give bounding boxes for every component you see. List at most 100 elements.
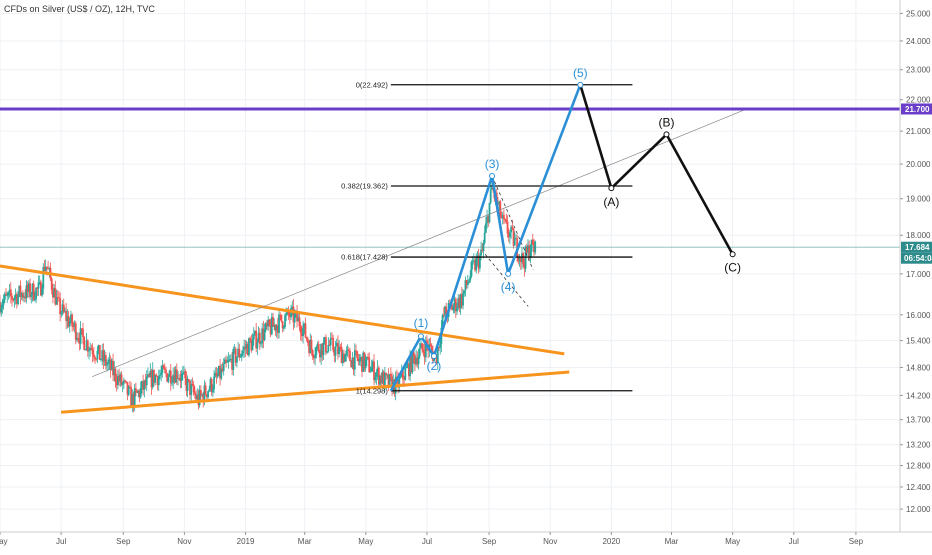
candle-body [147, 374, 149, 377]
candle-body [185, 378, 188, 391]
date-tick-label: Nov [543, 537, 557, 546]
candle-body [332, 338, 335, 351]
candle-body [46, 266, 48, 269]
candle-body [346, 349, 349, 351]
candle-body [391, 376, 393, 392]
candle-body [177, 377, 179, 379]
candle-body [337, 342, 339, 355]
candle-body [76, 337, 78, 340]
candle-body [157, 376, 160, 386]
candle-body [466, 282, 469, 286]
candle-body [120, 374, 123, 385]
price-tick-label: 22.000 [906, 96, 931, 105]
candle-body [489, 189, 492, 203]
candle-body [423, 351, 426, 358]
price-tick-label: 14.800 [906, 363, 931, 372]
candle-body [382, 372, 385, 387]
candle-body [171, 382, 173, 384]
candle-body [85, 340, 88, 350]
candle-body [21, 293, 24, 298]
candle-body [389, 374, 392, 377]
candle-body [404, 368, 407, 380]
wave-point [489, 173, 496, 180]
candle-body [303, 323, 306, 328]
candle-body [233, 348, 236, 350]
candle-body [161, 365, 164, 373]
candle-body [115, 381, 118, 385]
candle-body [519, 257, 522, 262]
trendline [92, 108, 747, 377]
candle-body [415, 357, 418, 365]
candle-body [163, 368, 166, 370]
candle-body [213, 376, 215, 390]
candle-body [223, 359, 226, 364]
candle-body [264, 323, 267, 330]
candle-body [221, 368, 224, 371]
candle-body [518, 257, 521, 262]
candle-body [288, 315, 291, 318]
candle-body [12, 299, 15, 301]
candle-body [284, 315, 286, 327]
candle-body [240, 353, 243, 357]
candle-body [20, 293, 23, 297]
candle-body [37, 282, 40, 289]
candle-body [258, 332, 261, 344]
candle-body [149, 370, 152, 377]
candle-body [379, 375, 381, 385]
candle-body [96, 350, 99, 360]
candle-body [510, 226, 513, 233]
grid [0, 0, 900, 532]
candle-body [397, 377, 399, 388]
candle-body [339, 346, 342, 348]
candle-body [409, 354, 412, 377]
candle-body [401, 370, 404, 379]
resistance-price-badge: 21.700 [905, 105, 930, 114]
candle-body [67, 316, 70, 327]
candle-body [293, 313, 296, 323]
candle-body [110, 360, 113, 371]
candle-body [515, 238, 517, 239]
candle-body [429, 344, 432, 347]
candle-body [331, 337, 333, 339]
candle-body [33, 299, 36, 301]
chart-title: CFDs on Silver (US$ / OZ), 12H, TVC [4, 4, 155, 14]
candle-body [323, 337, 326, 343]
correction-wave-label: (A) [603, 195, 619, 209]
price-tick-label: 23.000 [906, 66, 931, 75]
candle-body [143, 380, 146, 390]
candle-body [328, 344, 331, 346]
candle-body [113, 368, 116, 376]
candle-body [79, 328, 82, 344]
candle-body [460, 294, 463, 306]
candle-body [260, 343, 262, 345]
candle-body [237, 348, 240, 357]
candle-body [42, 267, 45, 289]
candle-body [222, 363, 225, 371]
price-tick-label: 25.000 [906, 9, 931, 18]
candle-body [251, 339, 254, 351]
candle-body [297, 317, 300, 322]
candle-body [483, 232, 486, 243]
date-tick-label: Jul [789, 537, 799, 546]
price-tick-label: 15.400 [906, 337, 931, 346]
candle-body [23, 296, 25, 298]
candle-body [167, 376, 170, 382]
candle-body [306, 339, 309, 343]
candle-body [381, 372, 384, 384]
candle-body [426, 340, 428, 345]
candle-body [445, 306, 448, 315]
candle-body [62, 304, 65, 312]
candle-body [104, 355, 107, 366]
date-tick-label: May [0, 537, 8, 546]
candle-body [162, 365, 165, 369]
candle-body [122, 380, 125, 384]
candle-body [459, 294, 462, 309]
candle-body [54, 288, 57, 305]
candle-body [344, 354, 347, 362]
candle-body [166, 373, 169, 382]
date-tick-label: Sep [116, 537, 131, 546]
impulse-wave-label: (5) [573, 66, 588, 80]
candle-body [500, 217, 503, 218]
candle-body [52, 289, 54, 298]
